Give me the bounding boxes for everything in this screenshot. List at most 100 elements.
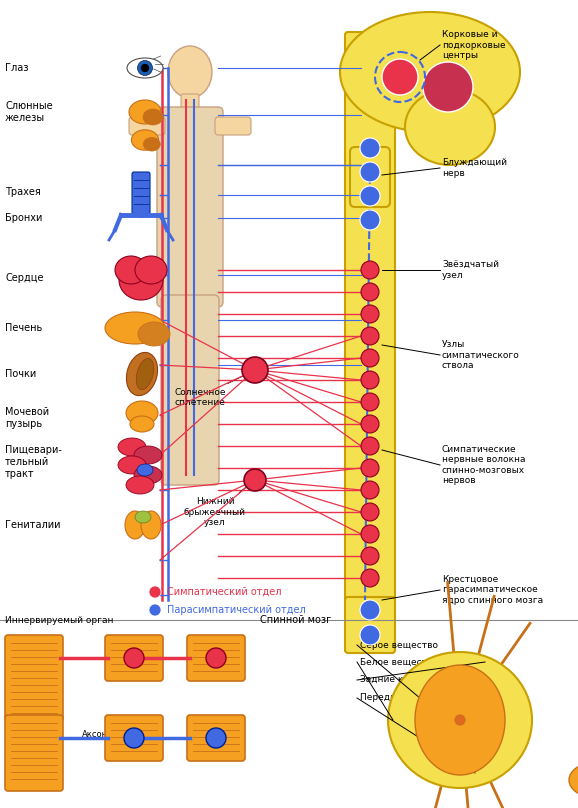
Text: Почки: Почки (5, 369, 36, 379)
Circle shape (361, 547, 379, 565)
Ellipse shape (134, 446, 162, 464)
Text: Крестцовое
парасимпатическое
ядро спинного мозга: Крестцовое парасимпатическое ядро спинно… (442, 575, 543, 605)
Circle shape (360, 186, 380, 206)
Text: Слюнные
железы: Слюнные железы (5, 101, 53, 123)
Circle shape (361, 393, 379, 411)
Ellipse shape (126, 401, 158, 425)
Text: Передние корешки: Передние корешки (360, 693, 453, 702)
Circle shape (206, 728, 226, 748)
Circle shape (361, 349, 379, 367)
Text: Сердце: Сердце (5, 273, 43, 283)
Text: Спинной мозг: Спинной мозг (260, 615, 331, 625)
Ellipse shape (143, 109, 163, 125)
Ellipse shape (143, 137, 160, 151)
Ellipse shape (118, 456, 146, 474)
Text: Симпатический отдел: Симпатический отдел (167, 587, 281, 597)
Ellipse shape (127, 352, 158, 396)
Ellipse shape (141, 511, 161, 539)
Text: Глаз: Глаз (5, 63, 28, 73)
Circle shape (361, 481, 379, 499)
Ellipse shape (136, 359, 154, 389)
Circle shape (455, 715, 465, 725)
Circle shape (138, 61, 153, 75)
Circle shape (142, 65, 149, 71)
FancyBboxPatch shape (161, 295, 219, 485)
FancyBboxPatch shape (105, 715, 163, 761)
Text: Задние корешки: Задние корешки (360, 675, 440, 684)
Text: Иннервируемый орган: Иннервируемый орган (5, 616, 113, 625)
Ellipse shape (126, 476, 154, 494)
Circle shape (361, 327, 379, 345)
Ellipse shape (131, 130, 158, 150)
Circle shape (360, 625, 380, 645)
Circle shape (361, 415, 379, 433)
FancyBboxPatch shape (187, 715, 245, 761)
Circle shape (382, 59, 418, 95)
Text: Печень: Печень (5, 323, 42, 333)
Ellipse shape (130, 416, 154, 432)
Text: Бронхи: Бронхи (5, 213, 42, 223)
FancyBboxPatch shape (157, 107, 223, 307)
Text: Парасимпатический отдел: Парасимпатический отдел (167, 605, 306, 615)
Text: Серое вещество: Серое вещество (360, 641, 438, 650)
Circle shape (361, 525, 379, 543)
FancyBboxPatch shape (5, 715, 63, 791)
FancyBboxPatch shape (350, 147, 390, 207)
Text: Гениталии: Гениталии (5, 520, 61, 530)
Ellipse shape (138, 322, 170, 346)
Circle shape (149, 586, 161, 598)
Ellipse shape (135, 256, 167, 284)
Text: Узлы
симпатического
ствола: Узлы симпатического ствола (442, 340, 520, 370)
Text: Мочевой
пузырь: Мочевой пузырь (5, 407, 49, 429)
Circle shape (423, 62, 473, 112)
Circle shape (361, 261, 379, 279)
Text: Солнечное
сплетение: Солнечное сплетение (174, 371, 253, 407)
FancyBboxPatch shape (129, 117, 165, 135)
Circle shape (361, 305, 379, 323)
Circle shape (360, 138, 380, 158)
Ellipse shape (168, 46, 212, 98)
Text: Нервный
узел: Нервный узел (8, 730, 47, 749)
Circle shape (360, 162, 380, 182)
FancyBboxPatch shape (345, 32, 395, 603)
Circle shape (361, 437, 379, 455)
FancyBboxPatch shape (345, 597, 395, 653)
Text: Блуждающий
нерв: Блуждающий нерв (442, 158, 507, 178)
Text: Корковые и
подкорковые
центры: Корковые и подкорковые центры (442, 30, 506, 60)
Ellipse shape (388, 652, 532, 788)
FancyBboxPatch shape (215, 117, 251, 135)
Circle shape (360, 600, 380, 620)
Ellipse shape (569, 762, 578, 798)
Circle shape (124, 648, 144, 668)
FancyBboxPatch shape (5, 635, 63, 721)
FancyBboxPatch shape (445, 702, 475, 738)
Text: Пищевари-
тельный
тракт: Пищевари- тельный тракт (5, 445, 62, 478)
Text: Тело
нейрона II: Тело нейрона II (108, 730, 153, 749)
Ellipse shape (405, 89, 495, 165)
FancyBboxPatch shape (132, 172, 150, 214)
Text: Аксон: Аксон (82, 730, 108, 739)
Circle shape (361, 371, 379, 389)
Ellipse shape (105, 312, 165, 344)
Circle shape (244, 469, 266, 491)
Ellipse shape (125, 511, 145, 539)
Text: Симпатические
нервные волокна
спинно-мозговых
нервов: Симпатические нервные волокна спинно-моз… (442, 445, 525, 485)
Ellipse shape (129, 100, 161, 124)
Circle shape (361, 459, 379, 477)
Ellipse shape (415, 665, 505, 775)
Ellipse shape (137, 464, 153, 476)
FancyBboxPatch shape (105, 635, 163, 681)
Text: Нижний
брыжеечный
узел: Нижний брыжеечный узел (184, 482, 253, 527)
Circle shape (361, 283, 379, 301)
Ellipse shape (119, 260, 163, 300)
Text: Белое вещество: Белое вещество (360, 658, 438, 667)
Circle shape (360, 210, 380, 230)
Ellipse shape (118, 438, 146, 456)
Ellipse shape (340, 12, 520, 132)
Text: Тело
нейрона I: Тело нейрона I (190, 730, 232, 749)
Circle shape (242, 357, 268, 383)
Circle shape (361, 569, 379, 587)
Ellipse shape (115, 256, 147, 284)
FancyBboxPatch shape (181, 94, 199, 116)
Text: Звёздчатый
узел: Звёздчатый узел (442, 260, 499, 280)
